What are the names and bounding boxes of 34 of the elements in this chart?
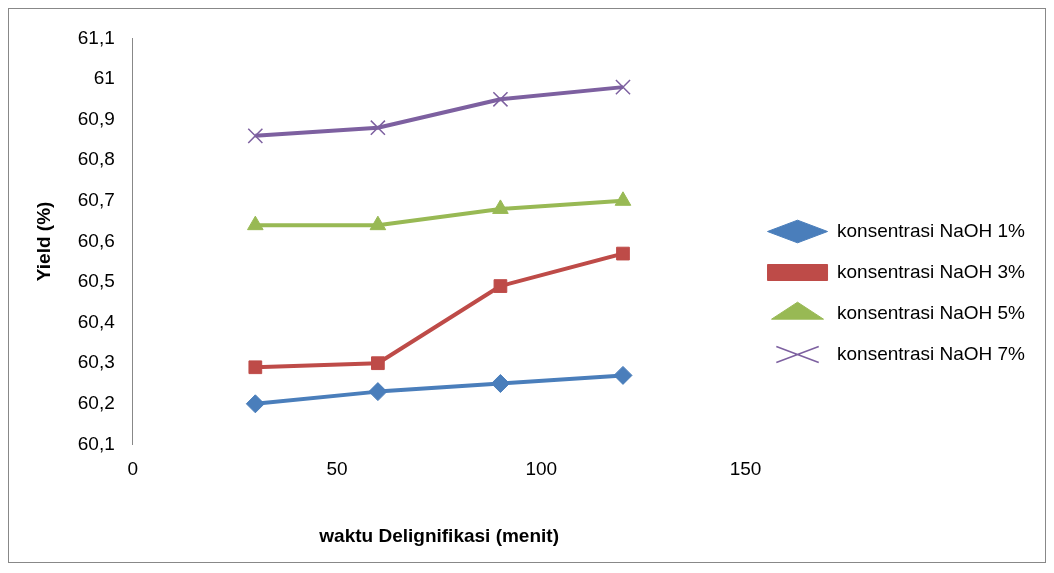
y-tick-label: 60,5 [77, 270, 115, 292]
y-axis-title: Yield (%) [32, 201, 54, 282]
point [245, 394, 265, 414]
y-tick-label: 60,8 [77, 148, 115, 170]
point [490, 374, 510, 393]
y-tick-label: 60,3 [77, 351, 115, 373]
x-tick-label: 150 [729, 458, 762, 480]
legend-label: konsentrasi NaOH 7% [837, 342, 1026, 364]
point [247, 128, 264, 144]
point [613, 365, 633, 385]
legend-label: konsentrasi NaOH 1% [837, 219, 1026, 241]
x-tick-label: 0 [127, 458, 139, 480]
x-axis-title: waktu Delignifikasi (menit) [318, 524, 559, 546]
chart-frame: waktu Delignifikasi (menit) Yield (%) konsentrasi NaOH 1% konsentrasi NaOH 3% konsentrasi NaOH 5% konsentrasi NaOH 7% 0 50 100 150 60,1 60,2 60,3 60,4 60,5 60,6 60,7 60,8 60,9 61 61,1 [8, 8, 1046, 563]
y-tick-label: 60,6 [77, 229, 115, 251]
point [492, 91, 509, 108]
point [371, 356, 385, 371]
y-tick-label: 60,1 [77, 432, 115, 454]
point [493, 279, 508, 293]
y-tick-label: 61,1 [77, 26, 115, 48]
y-tick-label: 60,2 [77, 392, 115, 414]
legend-label: konsentrasi NaOH 5% [837, 301, 1026, 323]
point [368, 382, 388, 402]
y-tick-label: 60,9 [77, 107, 115, 129]
point [615, 79, 631, 95]
x-tick-label: 100 [525, 458, 558, 480]
legend-label: konsentrasi NaOH 3% [837, 260, 1026, 282]
y-tick-label: 60,7 [77, 189, 115, 211]
x-tick-label: 50 [326, 458, 348, 480]
point [248, 360, 263, 375]
y-tick-label: 61 [93, 67, 115, 89]
point [616, 246, 630, 261]
point [370, 119, 386, 136]
y-tick-label: 60,4 [77, 310, 116, 332]
